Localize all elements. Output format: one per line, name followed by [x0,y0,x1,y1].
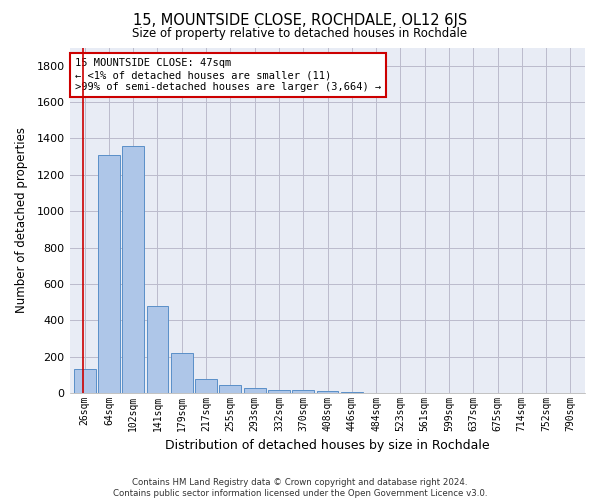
Bar [146,306,169,393]
Text: 15 MOUNTSIDE CLOSE: 47sqm
← <1% of detached houses are smaller (11)
>99% of semi: 15 MOUNTSIDE CLOSE: 47sqm ← <1% of detac… [75,58,381,92]
Bar [220,385,241,393]
Bar [195,380,217,393]
Bar [98,155,120,393]
Y-axis label: Number of detached properties: Number of detached properties [15,128,28,314]
Bar [292,390,314,393]
Text: Size of property relative to detached houses in Rochdale: Size of property relative to detached ho… [133,28,467,40]
Bar [74,370,95,393]
Bar [341,392,363,393]
Bar [365,392,387,393]
Bar [122,146,144,393]
Bar [317,392,338,393]
Bar [244,388,266,393]
Text: 15, MOUNTSIDE CLOSE, ROCHDALE, OL12 6JS: 15, MOUNTSIDE CLOSE, ROCHDALE, OL12 6JS [133,12,467,28]
Text: Contains HM Land Registry data © Crown copyright and database right 2024.
Contai: Contains HM Land Registry data © Crown c… [113,478,487,498]
Bar [268,390,290,393]
Bar [171,353,193,393]
X-axis label: Distribution of detached houses by size in Rochdale: Distribution of detached houses by size … [165,440,490,452]
